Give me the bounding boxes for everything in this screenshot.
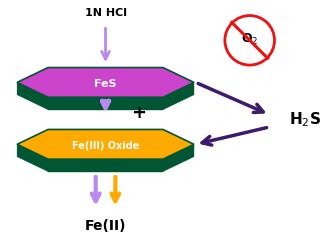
Polygon shape: [17, 82, 48, 110]
Polygon shape: [17, 129, 194, 159]
Text: +: +: [131, 104, 146, 122]
Text: O$_2$: O$_2$: [241, 32, 258, 47]
Text: 1N HCl: 1N HCl: [85, 8, 127, 18]
Polygon shape: [48, 97, 163, 110]
Polygon shape: [163, 144, 194, 172]
Polygon shape: [17, 144, 48, 172]
Text: Fe(III) Oxide: Fe(III) Oxide: [72, 141, 139, 151]
Text: FeS: FeS: [94, 79, 117, 89]
Text: H$_2$S: H$_2$S: [289, 110, 321, 129]
Text: Fe(II): Fe(II): [85, 219, 126, 233]
Polygon shape: [163, 82, 194, 110]
Polygon shape: [17, 67, 194, 97]
Polygon shape: [48, 159, 163, 172]
